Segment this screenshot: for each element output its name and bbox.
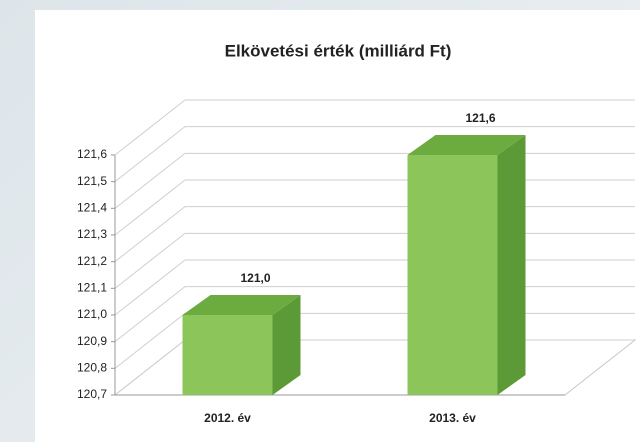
- bar-top: [407, 135, 526, 155]
- y-tick-label: 121,2: [77, 254, 107, 268]
- y-tick-label: 120,8: [77, 361, 107, 375]
- y-tick-label: 120,9: [77, 334, 107, 348]
- chart-panel: [35, 10, 640, 442]
- x-tick-label: 2013. év: [429, 411, 476, 425]
- bar-side: [272, 295, 301, 395]
- bar: [182, 315, 273, 395]
- y-tick-label: 121,3: [77, 227, 107, 241]
- y-tick-label: 121,4: [77, 201, 107, 215]
- bar-top: [182, 295, 301, 315]
- y-tick-label: 120,7: [77, 387, 107, 401]
- chart-title: Elkövetési érték (milliárd Ft): [225, 41, 452, 60]
- y-tick-label: 121,5: [77, 174, 107, 188]
- bar: [407, 155, 498, 395]
- x-tick-label: 2012. év: [204, 411, 251, 425]
- y-tick-label: 121,1: [77, 281, 107, 295]
- y-tick-label: 121,6: [77, 147, 107, 161]
- grid-line: [114, 99, 635, 156]
- grid-line: [114, 126, 635, 183]
- y-tick-label: 121,0: [77, 307, 107, 321]
- data-label: 121,0: [240, 271, 270, 285]
- data-label: 121,6: [465, 111, 495, 125]
- bar-side: [497, 135, 526, 395]
